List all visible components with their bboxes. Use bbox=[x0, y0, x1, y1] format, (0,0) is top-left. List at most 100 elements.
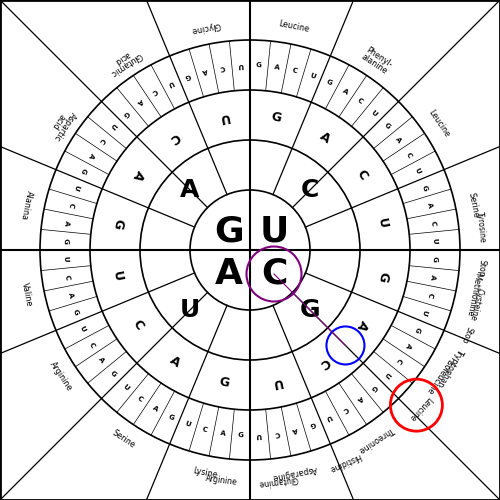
Text: G: G bbox=[375, 270, 390, 282]
Text: G: G bbox=[432, 256, 438, 262]
Text: C: C bbox=[151, 88, 158, 95]
Text: U: U bbox=[414, 167, 421, 174]
Text: Tryptophan: Tryptophan bbox=[436, 347, 465, 389]
Text: A: A bbox=[342, 88, 349, 96]
Text: Cysteine: Cysteine bbox=[468, 287, 484, 322]
Text: U: U bbox=[79, 326, 86, 333]
Text: A: A bbox=[394, 136, 402, 143]
Text: Stop: Stop bbox=[459, 326, 473, 345]
Text: A: A bbox=[404, 342, 412, 349]
Text: A: A bbox=[354, 318, 370, 332]
Text: Leucine: Leucine bbox=[278, 20, 310, 34]
Text: A: A bbox=[318, 130, 332, 146]
Text: C: C bbox=[88, 342, 95, 349]
Text: Arginine: Arginine bbox=[48, 360, 74, 393]
Text: A: A bbox=[274, 64, 280, 70]
Text: A: A bbox=[67, 292, 74, 298]
Text: Stop: Stop bbox=[476, 259, 487, 278]
Text: Isoleucine: Isoleucine bbox=[424, 357, 454, 396]
Text: C: C bbox=[67, 202, 74, 208]
Text: A: A bbox=[168, 354, 182, 370]
Text: G: G bbox=[300, 298, 320, 322]
Text: A: A bbox=[292, 426, 298, 433]
Text: C: C bbox=[318, 354, 332, 370]
Text: Asparagine: Asparagine bbox=[271, 464, 318, 482]
Text: U: U bbox=[260, 214, 288, 248]
Text: Histidine: Histidine bbox=[327, 452, 362, 473]
Text: A: A bbox=[426, 202, 433, 208]
Text: G: G bbox=[167, 414, 175, 421]
Text: G: G bbox=[383, 122, 391, 130]
Text: Alanina: Alanina bbox=[20, 190, 34, 221]
Text: C: C bbox=[394, 356, 402, 364]
Text: C: C bbox=[202, 426, 208, 433]
Text: G: G bbox=[308, 420, 316, 428]
Text: Methionine: Methionine bbox=[464, 272, 482, 317]
Text: A: A bbox=[151, 404, 158, 412]
Text: U: U bbox=[370, 109, 378, 117]
Text: Lysine: Lysine bbox=[192, 466, 218, 480]
Text: U: U bbox=[375, 218, 390, 230]
Text: G: G bbox=[270, 110, 282, 125]
Text: Glycine: Glycine bbox=[190, 20, 221, 34]
Text: G: G bbox=[109, 370, 117, 378]
Text: U: U bbox=[180, 298, 200, 322]
Text: U: U bbox=[256, 432, 262, 438]
Text: U: U bbox=[109, 122, 117, 130]
Text: U: U bbox=[270, 375, 282, 390]
Text: G: G bbox=[122, 109, 130, 117]
Text: A: A bbox=[130, 168, 146, 182]
Text: C: C bbox=[98, 136, 106, 143]
Text: A: A bbox=[430, 274, 436, 280]
Text: C: C bbox=[220, 64, 226, 70]
Text: Tyrosine: Tyrosine bbox=[476, 212, 488, 244]
Text: C: C bbox=[292, 67, 298, 74]
Text: C: C bbox=[64, 274, 70, 280]
Text: C: C bbox=[426, 292, 433, 298]
Text: U: U bbox=[432, 238, 438, 244]
Text: C: C bbox=[342, 405, 349, 412]
Text: Glutamine: Glutamine bbox=[258, 474, 298, 488]
Text: G: G bbox=[79, 167, 86, 175]
Text: C: C bbox=[430, 220, 436, 226]
Text: G: G bbox=[256, 62, 262, 68]
Text: A: A bbox=[220, 430, 226, 436]
Text: U: U bbox=[167, 79, 174, 86]
Text: G: G bbox=[184, 72, 192, 80]
Text: U: U bbox=[184, 420, 192, 428]
Text: G: G bbox=[238, 432, 244, 438]
Text: A: A bbox=[98, 356, 106, 364]
Text: U: U bbox=[110, 270, 125, 282]
Text: G: G bbox=[414, 325, 421, 333]
Text: C: C bbox=[356, 98, 364, 106]
Text: U: U bbox=[62, 256, 68, 262]
Text: U: U bbox=[420, 308, 428, 316]
Text: G: G bbox=[110, 218, 125, 230]
Text: Serine: Serine bbox=[466, 192, 480, 219]
Text: U: U bbox=[218, 110, 230, 125]
Text: U: U bbox=[326, 414, 333, 421]
Text: U: U bbox=[308, 72, 316, 80]
Text: Glutamic
acid: Glutamic acid bbox=[104, 44, 144, 78]
Text: G: G bbox=[72, 308, 80, 316]
Text: C: C bbox=[354, 168, 370, 182]
Text: G: G bbox=[325, 79, 333, 86]
Text: A: A bbox=[136, 98, 143, 106]
Text: Serine: Serine bbox=[110, 428, 137, 450]
Text: G: G bbox=[214, 214, 244, 248]
Text: G: G bbox=[420, 184, 428, 192]
Text: A: A bbox=[202, 67, 208, 74]
Text: U: U bbox=[383, 370, 391, 378]
Text: C: C bbox=[261, 257, 287, 291]
Text: Arginine: Arginine bbox=[205, 474, 238, 487]
Text: U: U bbox=[122, 383, 130, 391]
Text: A: A bbox=[215, 257, 243, 291]
Text: U: U bbox=[72, 184, 80, 192]
Text: G: G bbox=[370, 383, 378, 391]
Text: C: C bbox=[168, 130, 182, 146]
Text: U: U bbox=[238, 62, 244, 68]
Text: C: C bbox=[405, 151, 412, 158]
Text: A: A bbox=[64, 220, 70, 226]
Text: C: C bbox=[136, 394, 143, 402]
Text: Leucine: Leucine bbox=[427, 108, 452, 139]
